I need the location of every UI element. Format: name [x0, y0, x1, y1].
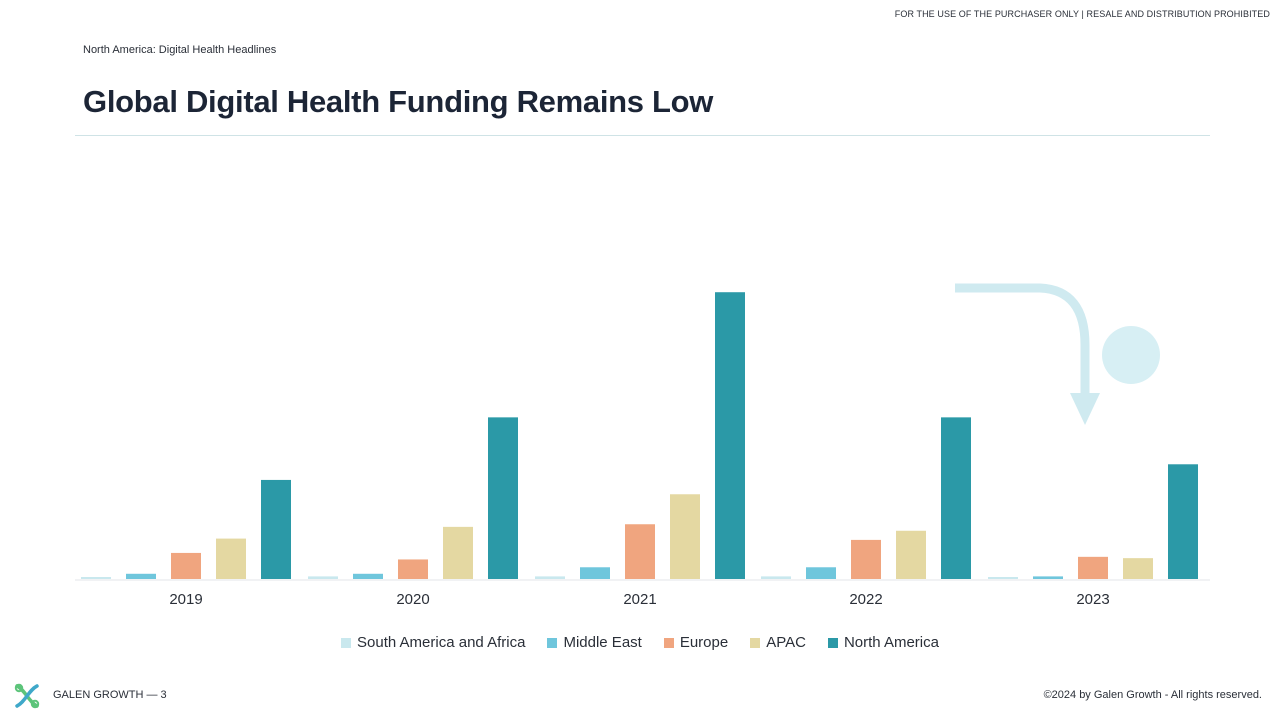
- legend-swatch: [827, 637, 838, 648]
- legend-item: South America and Africa: [341, 634, 525, 651]
- bar-2022-apac: [896, 530, 926, 579]
- bar-2021-apac: [670, 494, 700, 579]
- bar-2020-middle-east: [353, 573, 383, 579]
- legend-label: Middle East: [563, 634, 642, 651]
- callout-arrow-head: [1070, 393, 1100, 425]
- bar-2021-middle-east: [580, 567, 610, 579]
- x-tick-label: 2019: [169, 591, 202, 608]
- bar-2020-apac: [443, 526, 473, 579]
- legend-swatch: [663, 637, 674, 648]
- legend-label: APAC: [766, 634, 806, 651]
- bar-2023-middle-east: [1033, 576, 1063, 579]
- bar-2019-apac: [216, 538, 246, 579]
- legend-item: Middle East: [547, 634, 642, 651]
- bar-2020-north-america: [488, 417, 518, 579]
- x-tick-label: 2023: [1076, 591, 1109, 608]
- chart-legend: South America and Africa Middle East Europ…: [0, 634, 1280, 651]
- legend-item: Europe: [663, 634, 729, 651]
- legend-label: Europe: [679, 634, 729, 651]
- bar-2022-middle-east: [806, 567, 836, 579]
- title-divider: [75, 135, 1210, 136]
- bar-2019-europe: [171, 552, 201, 579]
- disclaimer-text: FOR THE USE OF THE PURCHASER ONLY | RESA…: [894, 9, 1270, 19]
- bar-2023-south-america-and-africa: [988, 577, 1018, 579]
- x-tick-label: 2020: [396, 591, 429, 608]
- galen-growth-logo-icon: [14, 683, 40, 709]
- callout-badge: [1102, 326, 1160, 384]
- legend-label: North America: [843, 634, 939, 651]
- legend-swatch: [341, 637, 352, 648]
- breadcrumb: North America: Digital Health Headlines: [83, 44, 277, 56]
- x-tick-label: 2022: [849, 591, 882, 608]
- page-title: Global Digital Health Funding Remains Lo…: [83, 84, 714, 119]
- legend-label: South America and Africa: [357, 634, 526, 651]
- bar-2021-north-america: [715, 292, 745, 579]
- bar-2022-north-america: [941, 417, 971, 579]
- bar-2022-south-america-and-africa: [761, 576, 791, 579]
- footer-brand: GALEN GROWTH — 3: [53, 689, 167, 701]
- legend-item: North America: [827, 634, 939, 651]
- bar-2019-south-america-and-africa: [81, 577, 111, 579]
- bar-2022-europe: [851, 539, 881, 579]
- legend-item: APAC: [750, 634, 806, 651]
- bar-2020-europe: [398, 559, 428, 579]
- bar-2019-north-america: [261, 479, 291, 579]
- legend-swatch: [547, 637, 558, 648]
- bar-2020-south-america-and-africa: [308, 576, 338, 579]
- bar-2023-north-america: [1168, 464, 1198, 579]
- bar-2019-middle-east: [126, 573, 156, 579]
- x-tick-label: 2021: [623, 591, 656, 608]
- bar-2021-europe: [625, 524, 655, 579]
- callout-arrow: [955, 283, 1090, 395]
- bar-2023-europe: [1078, 556, 1108, 579]
- bar-2021-south-america-and-africa: [535, 576, 565, 579]
- legend-swatch: [750, 637, 761, 648]
- footer-copyright: ©2024 by Galen Growth - All rights reser…: [1043, 689, 1262, 701]
- bar-2023-apac: [1123, 558, 1153, 579]
